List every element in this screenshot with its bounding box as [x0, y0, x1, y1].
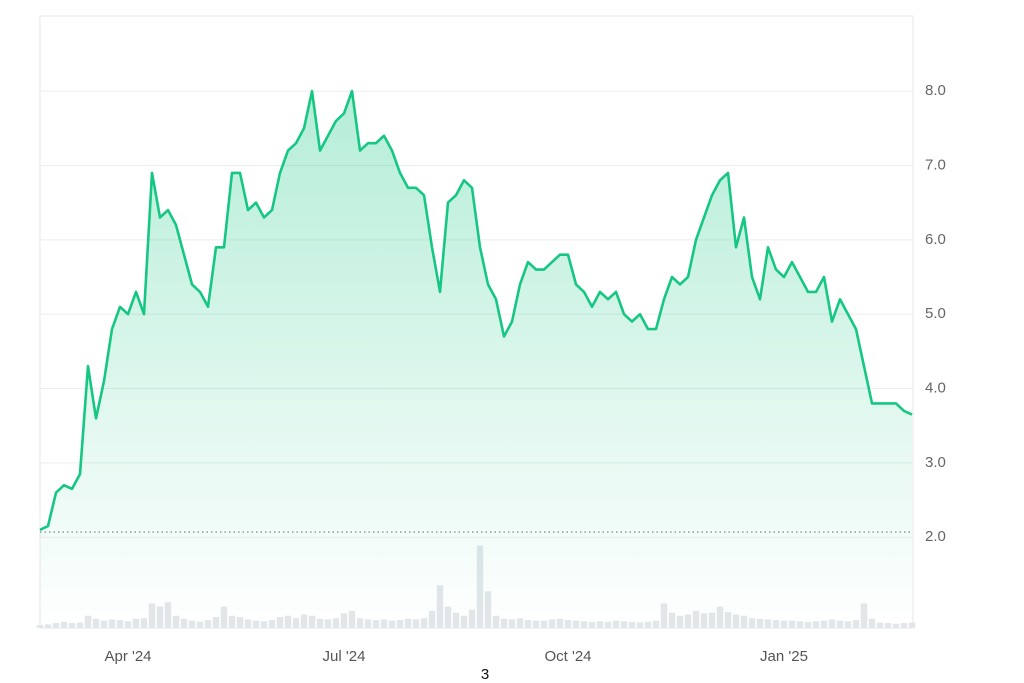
price-line: [39, 89, 913, 531]
y-tick-label: 2.0: [925, 528, 946, 545]
y-tick-label: 3.0: [925, 454, 946, 471]
y-tick-label: 6.0: [925, 231, 946, 248]
y-tick-label: 4.0: [925, 380, 946, 397]
price-area: [40, 91, 912, 629]
x-tick-label: Jul '24: [323, 648, 366, 665]
page-number: 3: [481, 666, 489, 683]
y-tick-label: 7.0: [925, 156, 946, 173]
x-tick-label: Apr '24: [104, 648, 151, 665]
y-tick-label: 5.0: [925, 305, 946, 322]
x-tick-label: Jan '25: [760, 648, 808, 665]
y-tick-label: 8.0: [925, 82, 946, 99]
x-tick-label: Oct '24: [544, 648, 591, 665]
